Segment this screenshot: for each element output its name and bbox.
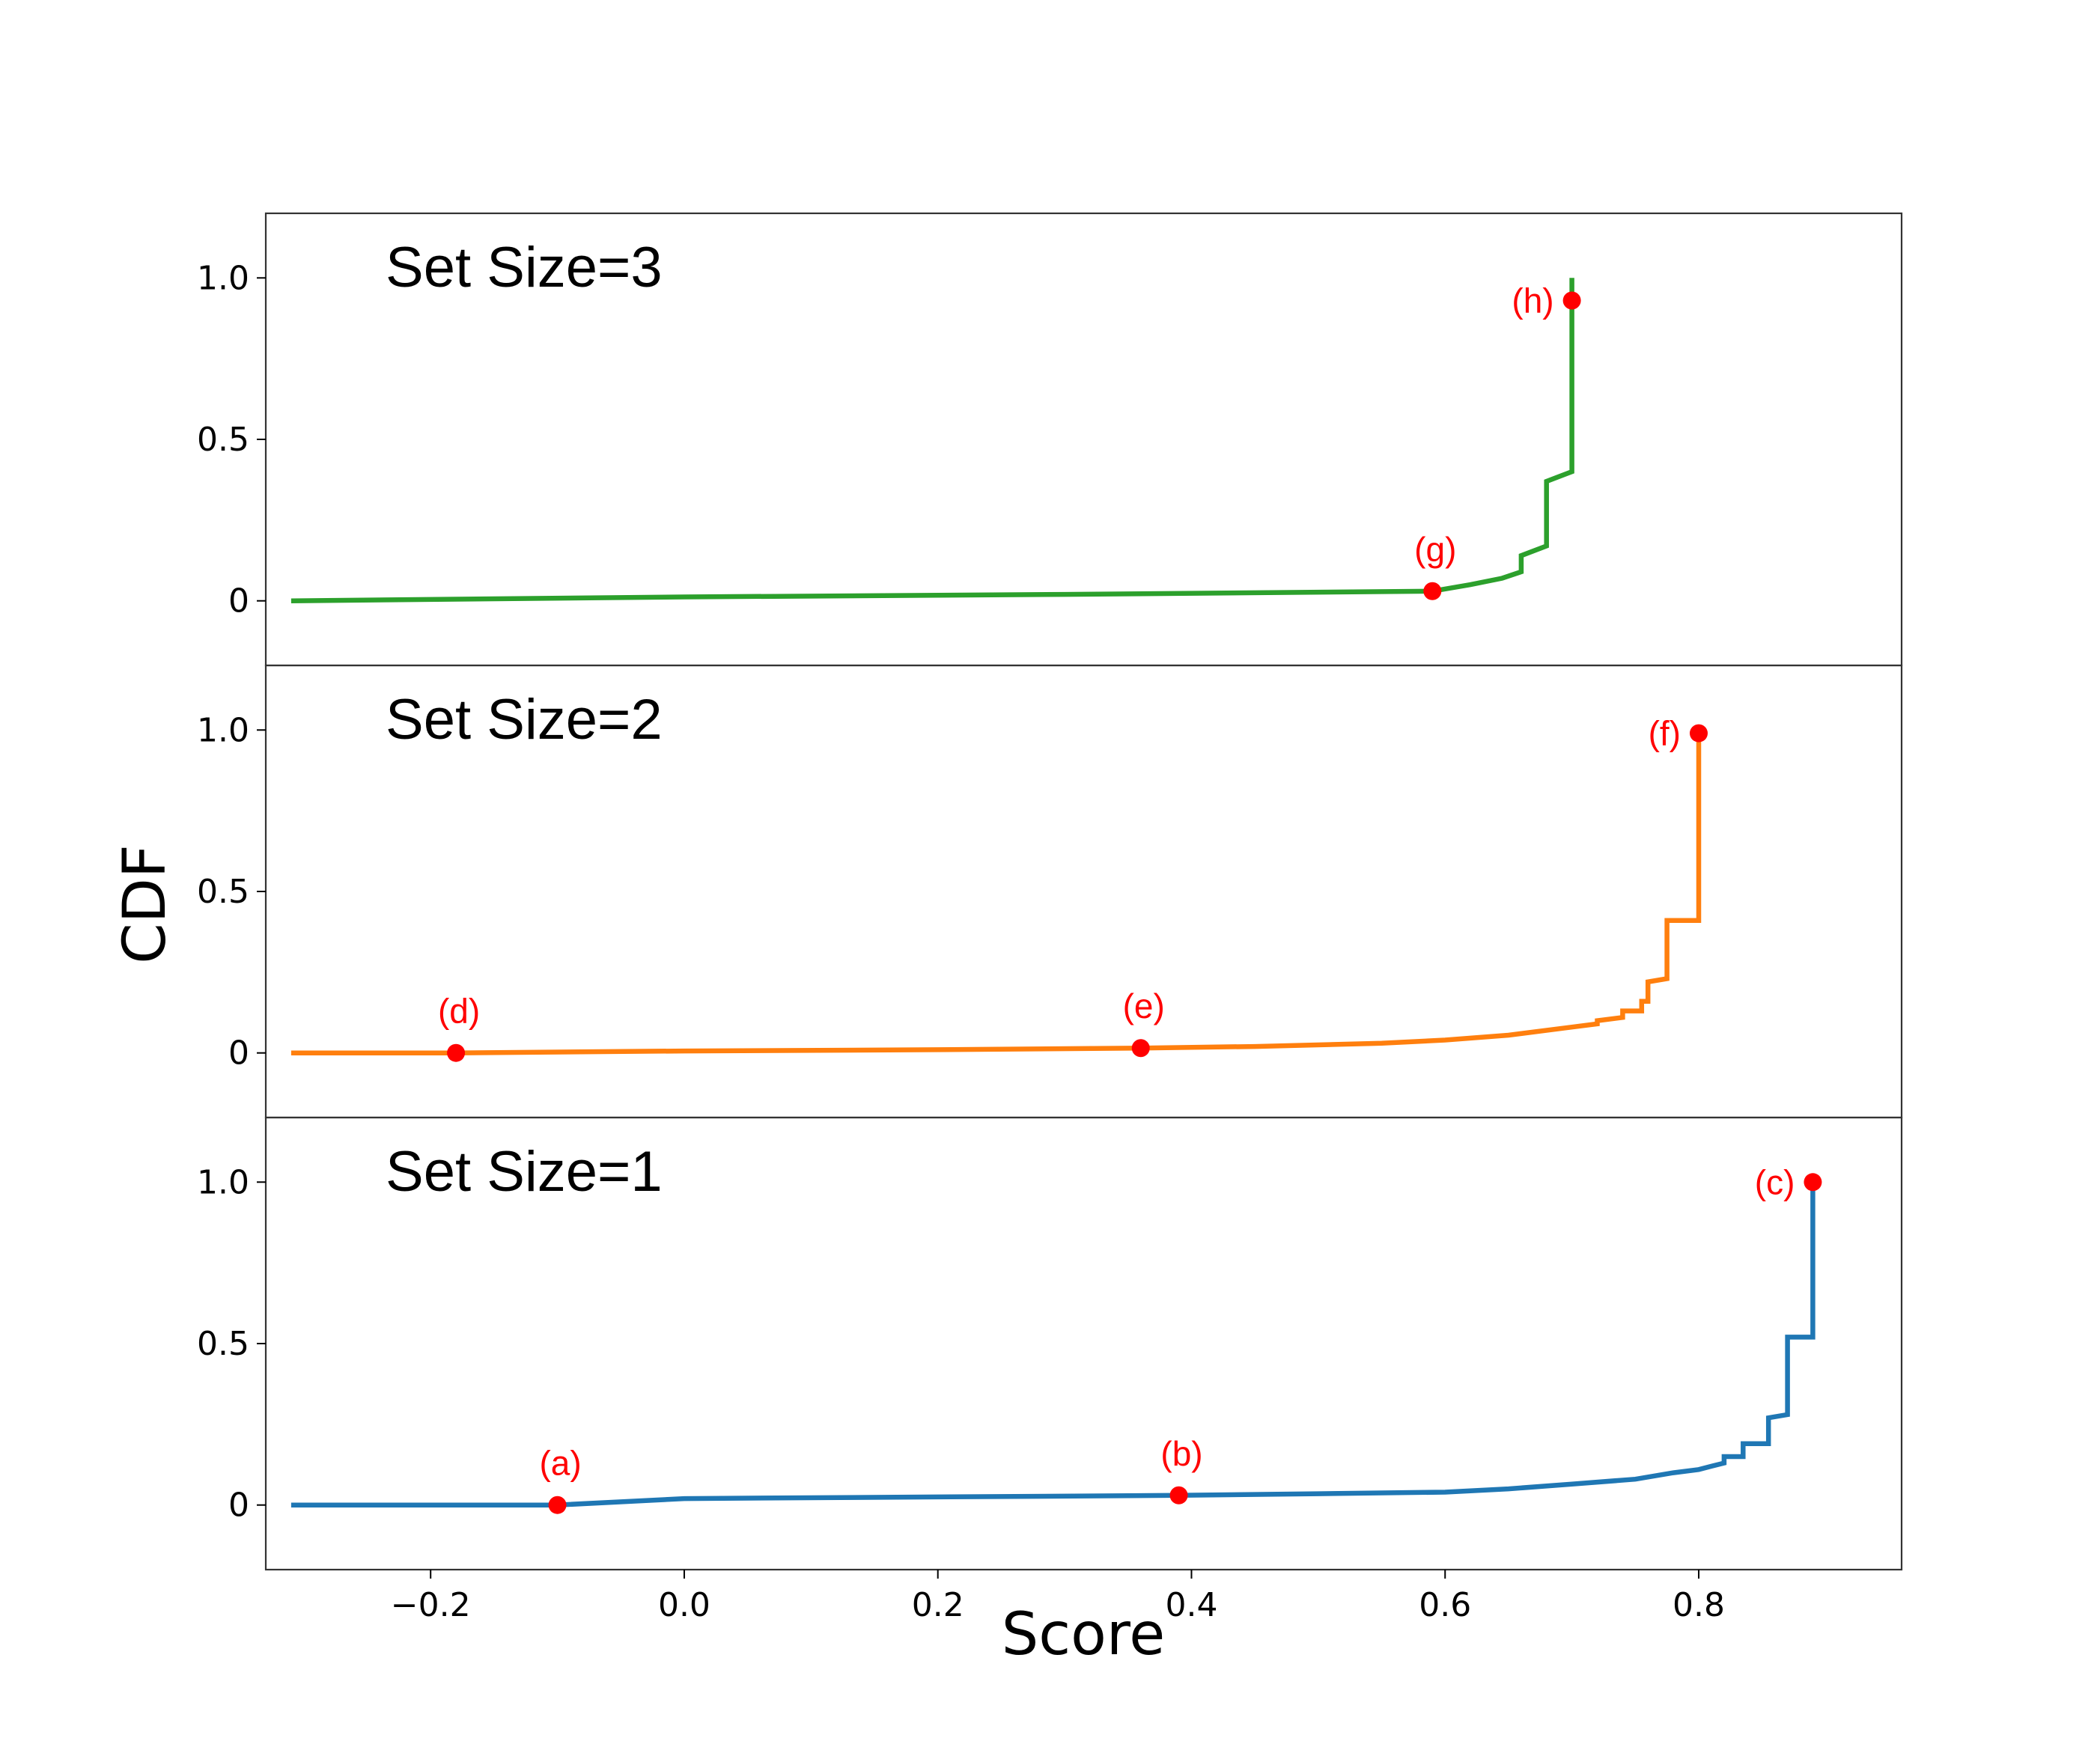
y-tick-label: 0.5 bbox=[197, 421, 249, 459]
point-label: (f) bbox=[1649, 714, 1681, 753]
highlight-point bbox=[447, 1043, 466, 1062]
panel-set-size-1: 0 0.5 1.0 Set Size=1 (a) (b) (c) bbox=[197, 1116, 1903, 1571]
x-tick-label: 0.6 bbox=[1419, 1586, 1471, 1624]
panel-set-size-2: 0 0.5 1.0 Set Size=2 (d) (e) (f) bbox=[197, 664, 1903, 1119]
y-tick-label: 1.0 bbox=[197, 259, 249, 297]
highlight-point bbox=[1689, 724, 1708, 743]
y-axis-title: CDF bbox=[112, 844, 179, 963]
x-tick-label: 0.4 bbox=[1165, 1586, 1217, 1624]
highlight-point bbox=[1131, 1039, 1150, 1058]
highlight-point bbox=[1562, 291, 1581, 310]
point-label: (d) bbox=[438, 992, 480, 1031]
highlight-point bbox=[1423, 582, 1442, 600]
point-label: (a) bbox=[539, 1444, 581, 1483]
panel-title: Set Size=2 bbox=[386, 688, 663, 751]
point-label: (h) bbox=[1512, 281, 1553, 320]
point-label: (e) bbox=[1123, 987, 1165, 1025]
x-tick-label: 0.2 bbox=[912, 1586, 964, 1624]
cdf-series-line bbox=[290, 1182, 1816, 1507]
x-tick-label: 0.0 bbox=[658, 1586, 710, 1624]
y-tick-label: 0 bbox=[228, 582, 249, 621]
cdf-series-line bbox=[290, 278, 1574, 603]
highlight-point bbox=[548, 1496, 567, 1514]
panel-title: Set Size=1 bbox=[386, 1140, 663, 1204]
y-tick-label: 1.0 bbox=[197, 711, 249, 749]
x-tick-label: −0.2 bbox=[391, 1586, 471, 1624]
y-tick-label: 0 bbox=[228, 1034, 249, 1073]
x-axis: −0.2 0.0 0.2 0.4 0.6 0.8 bbox=[391, 1570, 1725, 1624]
y-tick-label: 0.5 bbox=[197, 873, 249, 911]
highlight-point bbox=[1169, 1486, 1188, 1504]
point-label: (b) bbox=[1160, 1434, 1202, 1473]
panel-title: Set Size=3 bbox=[386, 236, 663, 299]
point-label: (c) bbox=[1755, 1162, 1795, 1201]
y-tick-label: 0 bbox=[228, 1487, 249, 1525]
highlight-point bbox=[1804, 1173, 1822, 1192]
x-axis-title: Score bbox=[1002, 1601, 1165, 1668]
cdf-series-line bbox=[290, 730, 1702, 1055]
x-tick-label: 0.8 bbox=[1673, 1586, 1725, 1624]
panels-layer: 0 0.5 1.0 Set Size=3 (g) (h) 0 0.5 1.0 Set Size=2… bbox=[197, 212, 1903, 1571]
y-tick-label: 0.5 bbox=[197, 1325, 249, 1363]
point-label: (g) bbox=[1414, 530, 1456, 569]
panel-set-size-3: 0 0.5 1.0 Set Size=3 (g) (h) bbox=[197, 212, 1903, 667]
y-tick-label: 1.0 bbox=[197, 1163, 249, 1201]
